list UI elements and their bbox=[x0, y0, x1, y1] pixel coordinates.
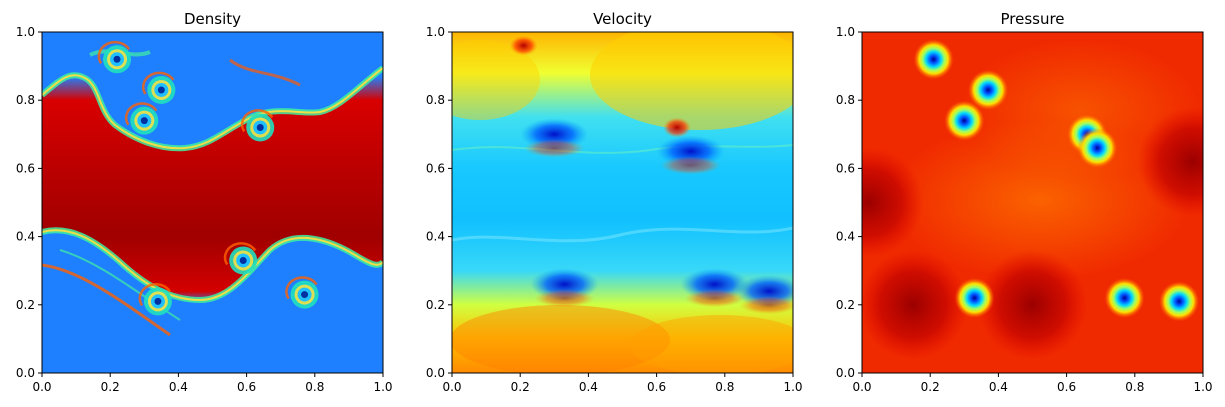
vortex-arm bbox=[138, 283, 171, 307]
y-tick-label: 0.8 bbox=[16, 93, 35, 107]
vortex-core bbox=[113, 55, 121, 63]
y-tick-label: 0.0 bbox=[836, 366, 855, 380]
pressure-high-zone bbox=[862, 147, 924, 258]
velocity-high-spot bbox=[509, 35, 538, 56]
velocity-wake bbox=[660, 156, 721, 175]
x-tick-label: 0.0 bbox=[852, 380, 871, 394]
velocity-vortices bbox=[509, 35, 793, 315]
velocity-wake bbox=[739, 296, 793, 315]
density-frame bbox=[41, 31, 384, 374]
y-tick-label: 0.4 bbox=[836, 230, 855, 244]
pressure-low-core bbox=[1077, 127, 1118, 168]
vortex-core bbox=[239, 256, 247, 264]
y-tick-label: 0.2 bbox=[426, 298, 445, 312]
pressure-y-axis: 0.0 0.2 0.4 0.6 0.8 1.0 bbox=[836, 25, 862, 380]
velocity-field bbox=[452, 32, 793, 373]
x-tick-label: 0.6 bbox=[1057, 380, 1076, 394]
pressure-high-zone bbox=[862, 249, 969, 360]
vortex-core bbox=[154, 297, 162, 305]
density-vortices bbox=[97, 40, 319, 316]
y-tick-label: 0.0 bbox=[16, 366, 35, 380]
vortex-core bbox=[256, 123, 264, 131]
velocity-frame bbox=[451, 31, 794, 374]
x-tick-label: 0.2 bbox=[511, 380, 530, 394]
pressure-low-core bbox=[1159, 281, 1200, 322]
pressure-low-core bbox=[968, 69, 1009, 110]
x-tick-label: 0.4 bbox=[579, 380, 598, 394]
velocity-title: Velocity bbox=[593, 10, 652, 28]
pressure-title: Pressure bbox=[1000, 10, 1064, 28]
density-y-axis: 0.0 0.2 0.4 0.6 0.8 1.0 bbox=[16, 25, 42, 380]
y-tick-label: 1.0 bbox=[836, 25, 855, 39]
y-tick-label: 0.2 bbox=[836, 298, 855, 312]
pressure-low-core bbox=[954, 277, 995, 318]
density-panel: Density 0.0 0.2 0.4 0.6 0.8 1.0 0.00.20.40.60… bbox=[16, 10, 393, 394]
vortex-arm bbox=[142, 71, 175, 95]
y-tick-label: 1.0 bbox=[16, 25, 35, 39]
x-tick-label: 0.4 bbox=[169, 380, 188, 394]
x-tick-label: 0.4 bbox=[989, 380, 1008, 394]
velocity-x-axis: 0.0 0.2 0.4 0.6 0.8 1.0 bbox=[442, 373, 803, 394]
y-tick-label: 0.4 bbox=[16, 230, 35, 244]
x-tick-label: 0.0 bbox=[442, 380, 461, 394]
pressure-x-axis: 0.0 0.2 0.4 0.6 0.8 1.0 bbox=[852, 373, 1213, 394]
pressure-low-core bbox=[944, 100, 985, 141]
velocity-panel: Velocity 0.0 0.2 0.4 0.6 0.8 1.0 0.0 0.2 0.4 0.6… bbox=[426, 10, 803, 394]
pressure-cores bbox=[862, 39, 1203, 360]
vortex-arm bbox=[223, 242, 257, 266]
y-tick-label: 0.8 bbox=[836, 93, 855, 107]
vortex-arm bbox=[285, 276, 318, 300]
velocity-wake bbox=[684, 289, 745, 308]
velocity-wake bbox=[534, 289, 595, 308]
x-tick-label: 1.0 bbox=[1193, 380, 1212, 394]
pressure-low-core bbox=[913, 39, 954, 80]
y-tick-label: 0.4 bbox=[426, 230, 445, 244]
density-field bbox=[42, 32, 383, 373]
x-tick-label: 0.8 bbox=[1125, 380, 1144, 394]
y-tick-label: 0.2 bbox=[16, 298, 35, 312]
density-x-axis: 0.0 0.2 0.4 0.6 0.8 1.0 bbox=[32, 373, 393, 394]
y-tick-label: 0.6 bbox=[16, 161, 35, 175]
vortex-core bbox=[140, 117, 148, 125]
vortex-arm bbox=[240, 109, 274, 133]
velocity-y-axis: 0.0 0.2 0.4 0.6 0.8 1.0 bbox=[426, 25, 452, 380]
y-tick-label: 0.6 bbox=[836, 161, 855, 175]
vortex-arm bbox=[97, 40, 131, 64]
pressure-field bbox=[862, 32, 1203, 373]
pressure-high-zone bbox=[1137, 106, 1203, 217]
x-tick-label: 0.2 bbox=[101, 380, 120, 394]
x-tick-label: 0.8 bbox=[715, 380, 734, 394]
x-tick-label: 1.0 bbox=[373, 380, 392, 394]
y-tick-label: 0.0 bbox=[426, 366, 445, 380]
pressure-frame bbox=[861, 31, 1204, 374]
x-tick-label: 0.2 bbox=[921, 380, 940, 394]
y-tick-label: 0.6 bbox=[426, 161, 445, 175]
y-tick-label: 1.0 bbox=[426, 25, 445, 39]
pressure-low-core bbox=[1104, 277, 1145, 318]
vortex-core bbox=[301, 291, 309, 299]
x-tick-label: 0.8 bbox=[305, 380, 324, 394]
velocity-wake bbox=[524, 139, 585, 158]
x-tick-label: 0.0 bbox=[32, 380, 51, 394]
y-tick-label: 0.8 bbox=[426, 93, 445, 107]
pressure-high-zone bbox=[977, 249, 1088, 360]
density-title: Density bbox=[184, 10, 241, 28]
x-tick-label: 1.0 bbox=[783, 380, 802, 394]
vortex-arm bbox=[124, 102, 158, 126]
vortex-core bbox=[157, 86, 165, 94]
velocity-high-spot bbox=[663, 117, 692, 138]
x-tick-label: 0.6 bbox=[237, 380, 256, 394]
pressure-panel: Pressure 0.0 0.2 0.4 0.6 0.8 1.0 0.0 0.2 0.4 0.6… bbox=[836, 10, 1213, 394]
x-tick-label: 0.6 bbox=[647, 380, 666, 394]
